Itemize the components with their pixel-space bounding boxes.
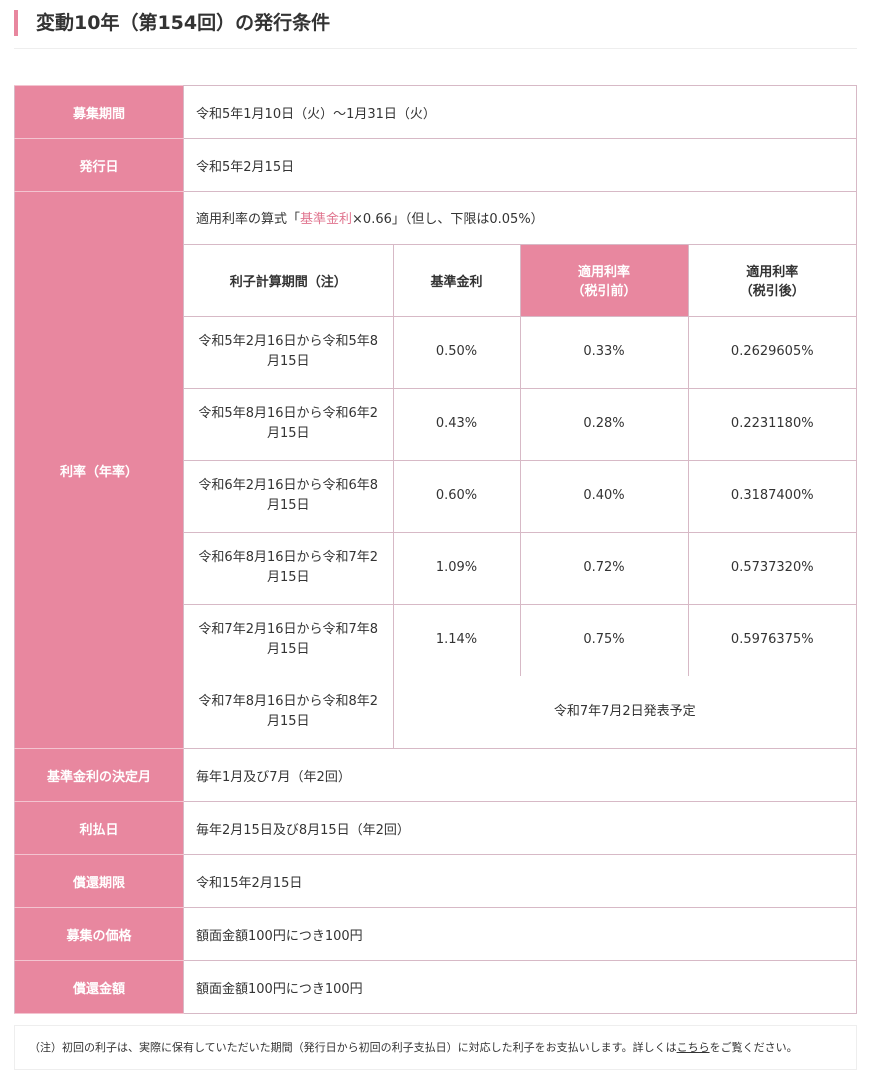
footnote-text: をご覧ください。 [709, 1041, 798, 1054]
base-rate-cell: 0.50% [392, 316, 521, 389]
base-rate-cell: 0.43% [392, 387, 521, 461]
post-tax-rate-cell: 0.5737320% [687, 531, 856, 605]
row-label: 基準金利の決定月 [14, 748, 184, 802]
details-link[interactable]: こちら [676, 1041, 710, 1054]
period-cell: 令和7年8月16日から令和8年2月15日 [184, 676, 394, 748]
issue-conditions-table: 募集期間 令和5年1月10日（火）～1月31日（火） 発行日 令和5年2月15日 利… [14, 85, 857, 1014]
pre-tax-rate-cell: 0.33% [519, 316, 689, 389]
base-rate-cell: 1.14% [392, 603, 521, 676]
row-label: 償還金額 [14, 960, 184, 1014]
header-post-tax: 適用利率 （税引後） [687, 243, 856, 317]
table-row: 発行日 令和5年2月15日 [14, 138, 857, 192]
row-label: 償還期限 [14, 854, 184, 908]
period-cell: 令和7年2月16日から令和7年8月15日 [184, 603, 394, 676]
table-row: 基準金利の決定月 毎年1月及び7月（年2回） [14, 748, 857, 802]
row-label: 利払日 [14, 801, 184, 855]
row-value: 令和15年2月15日 [183, 854, 857, 908]
row-value: 令和5年1月10日（火）～1月31日（火） [183, 85, 857, 139]
base-rate-cell: 1.09% [392, 531, 521, 605]
row-value: 毎年2月15日及び8月15日（年2回） [183, 801, 857, 855]
period-cell: 令和6年2月16日から令和6年8月15日 [184, 459, 394, 533]
announcement-cell: 令和7年7月2日発表予定 [392, 676, 856, 748]
post-tax-rate-cell: 0.2231180% [687, 387, 856, 461]
post-tax-rate-cell: 0.5976375% [687, 603, 856, 676]
header-period: 利子計算期間（注） [184, 243, 394, 317]
post-tax-rate-cell: 0.2629605% [687, 316, 856, 389]
footnote-text: （注）初回の利子は、実際に保有していただいた期間（発行日から初回の利子支払日）に… [29, 1041, 677, 1054]
formula-text: 適用利率の算式「 [196, 212, 301, 228]
base-rate-link[interactable]: 基準金利 [300, 212, 353, 228]
footnote: （注）初回の利子は、実際に保有していただいた期間（発行日から初回の利子支払日）に… [14, 1025, 857, 1070]
row-label: 発行日 [14, 138, 184, 192]
divider [14, 48, 857, 49]
row-value: 額面金額100円につき100円 [183, 907, 857, 961]
row-label: 利率（年率） [14, 191, 184, 749]
page-title: 変動10年（第154回）の発行条件 [14, 10, 330, 36]
period-cell: 令和5年8月16日から令和6年2月15日 [184, 387, 394, 461]
header-pre-tax: 適用利率 （税引前） [519, 243, 689, 317]
rate-cell: 適用利率の算式「基準金利×0.66」（但し、下限は0.05%） 利子計算期間（注… [183, 191, 857, 749]
table-row: 令和6年8月16日から令和7年2月15日 1.09% 0.72% 0.5737320% [184, 531, 856, 605]
table-row: 令和7年8月16日から令和8年2月15日 令和7年7月2日発表予定 [184, 676, 856, 748]
rate-formula: 適用利率の算式「基準金利×0.66」（但し、下限は0.05%） [184, 192, 856, 245]
row-label: 募集期間 [14, 85, 184, 139]
pre-tax-rate-cell: 0.40% [519, 459, 689, 533]
pre-tax-rate-cell: 0.28% [519, 387, 689, 461]
table-row: 償還金額 額面金額100円につき100円 [14, 960, 857, 1014]
pre-tax-rate-cell: 0.72% [519, 531, 689, 605]
post-tax-rate-cell: 0.3187400% [687, 459, 856, 533]
row-value: 令和5年2月15日 [183, 138, 857, 192]
row-value: 額面金額100円につき100円 [183, 960, 857, 1014]
table-row: 募集期間 令和5年1月10日（火）～1月31日（火） [14, 85, 857, 139]
table-row: 令和7年2月16日から令和7年8月15日 1.14% 0.75% 0.5976375% [184, 603, 856, 676]
period-cell: 令和5年2月16日から令和5年8月15日 [184, 316, 394, 389]
row-value: 毎年1月及び7月（年2回） [183, 748, 857, 802]
table-row: 利払日 毎年2月15日及び8月15日（年2回） [14, 801, 857, 855]
table-row: 募集の価格 額面金額100円につき100円 [14, 907, 857, 961]
table-row: 令和5年8月16日から令和6年2月15日 0.43% 0.28% 0.2231180% [184, 387, 856, 461]
table-row: 償還期限 令和15年2月15日 [14, 854, 857, 908]
pre-tax-rate-cell: 0.75% [519, 603, 689, 676]
formula-text: ×0.66」（但し、下限は0.05%） [352, 212, 544, 228]
rate-table: 適用利率の算式「基準金利×0.66」（但し、下限は0.05%） 利子計算期間（注… [184, 192, 856, 748]
row-label: 募集の価格 [14, 907, 184, 961]
base-rate-cell: 0.60% [392, 459, 521, 533]
table-row: 令和6年2月16日から令和6年8月15日 0.60% 0.40% 0.3187400% [184, 459, 856, 533]
table-row: 令和5年2月16日から令和5年8月15日 0.50% 0.33% 0.2629605% [184, 316, 856, 389]
rate-row: 利率（年率） 適用利率の算式「基準金利×0.66」（但し、下限は0.05%） 利… [14, 191, 857, 749]
header-base-rate: 基準金利 [392, 243, 521, 317]
period-cell: 令和6年8月16日から令和7年2月15日 [184, 531, 394, 605]
